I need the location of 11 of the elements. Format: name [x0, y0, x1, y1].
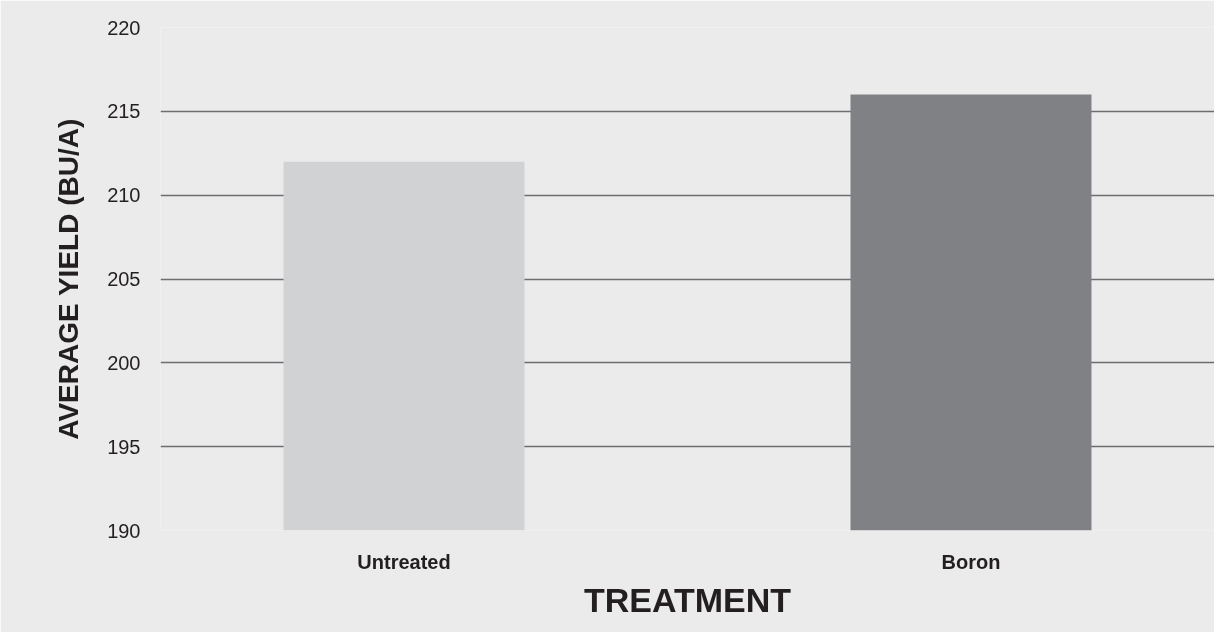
x-tick-label: Boron — [941, 550, 1001, 573]
x-axis-title: TREATMENT — [583, 580, 792, 619]
y-tick-label: 195 — [107, 435, 141, 458]
y-tick-label: 200 — [107, 351, 141, 374]
x-tick-label: Untreated — [357, 550, 451, 573]
y-tick-label: 205 — [107, 268, 141, 290]
y-tick-label: 190 — [107, 519, 141, 542]
y-tick-label: 220 — [107, 16, 141, 39]
y-tick-label: 210 — [107, 184, 141, 207]
y-tick-label: 215 — [107, 100, 141, 123]
y-axis-title: AVERAGE YIELD (BU/A) — [53, 118, 85, 440]
